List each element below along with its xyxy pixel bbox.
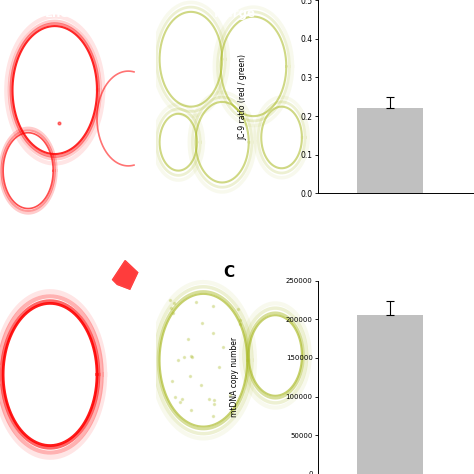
Polygon shape bbox=[113, 261, 137, 289]
Bar bbox=[356, 109, 423, 193]
Y-axis label: JC-9 ratio (red / green): JC-9 ratio (red / green) bbox=[238, 54, 247, 140]
Text: Energized: Energized bbox=[46, 7, 111, 20]
Text: Merge: Merge bbox=[214, 7, 255, 20]
Y-axis label: mtDNA copy number: mtDNA copy number bbox=[230, 337, 239, 417]
Bar bbox=[356, 315, 423, 474]
Text: C: C bbox=[224, 265, 235, 280]
Polygon shape bbox=[113, 261, 137, 289]
